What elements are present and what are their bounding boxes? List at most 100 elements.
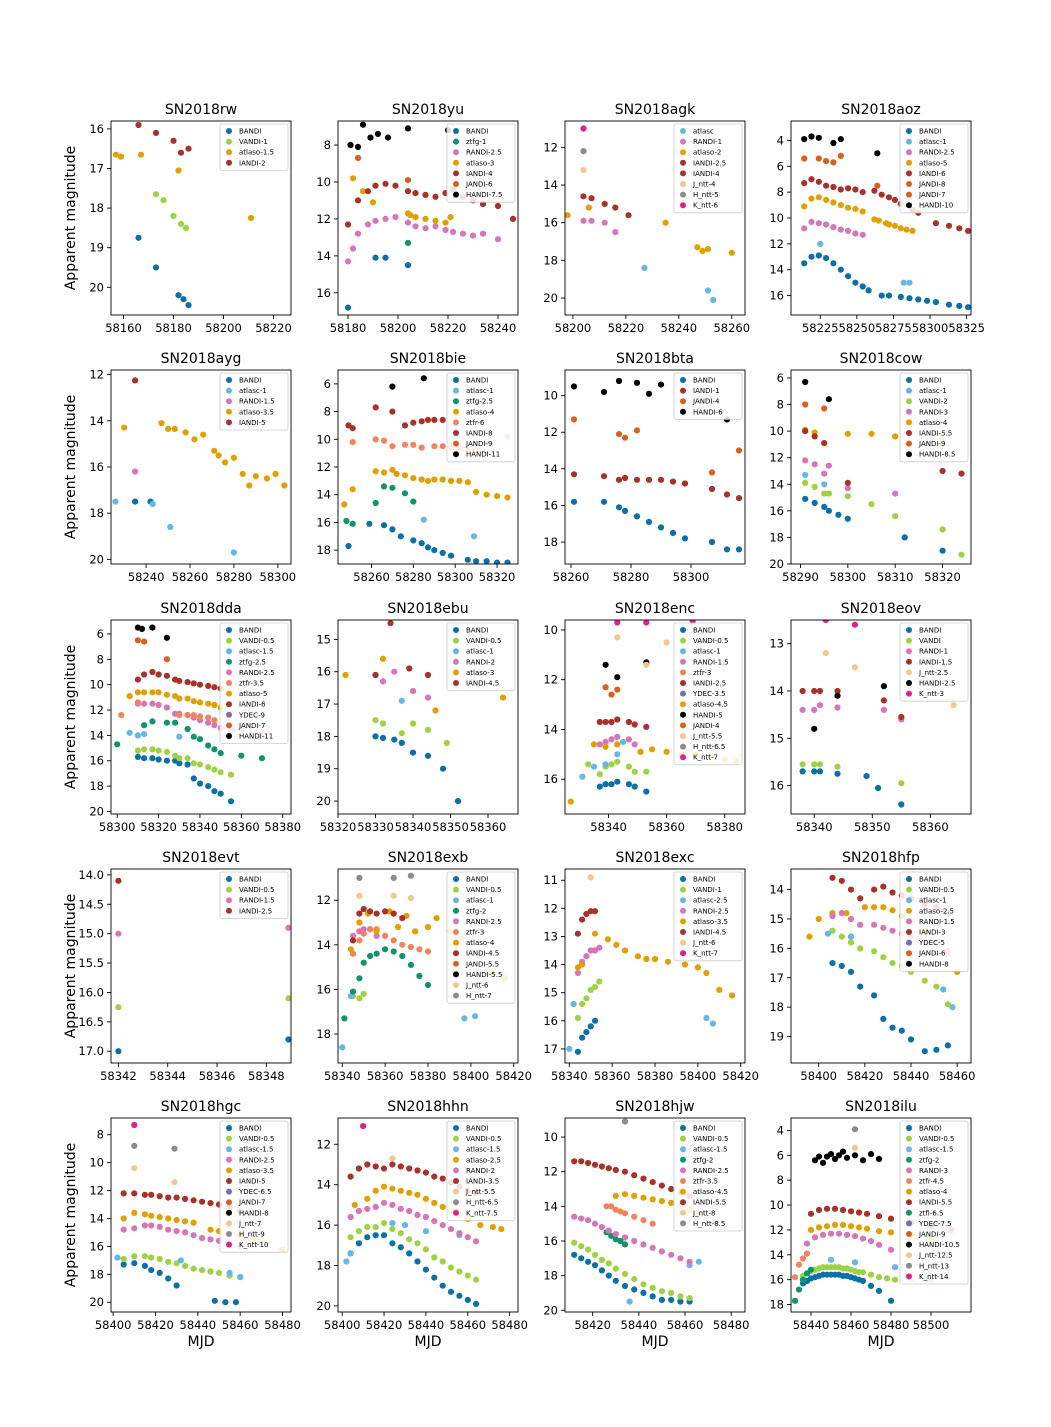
legend-entry: HANDI-2.5: [919, 680, 955, 688]
point-vandi-0.5: [389, 1226, 396, 1233]
point-randi-1.5: [285, 924, 291, 931]
point-iandi-6: [808, 176, 815, 183]
point-bandi: [232, 1299, 239, 1306]
legend-marker: [453, 181, 459, 187]
point-bandi: [141, 1262, 148, 1269]
point-iandi-5.5: [658, 1182, 666, 1189]
legend-entry: VANDI-0.5: [693, 1135, 728, 1143]
point-randi-2: [414, 1211, 421, 1219]
point-vandi-0.5: [443, 739, 450, 747]
legend-entry: atlasc-1: [466, 897, 494, 905]
point-ztfr-3: [382, 932, 389, 940]
point-atlaso-3.5: [246, 482, 253, 489]
legend-marker: [453, 1178, 459, 1184]
point-atlasc: [710, 296, 717, 303]
legend-entry: atlaso-4.5: [693, 701, 728, 709]
point-atlaso-2.5: [372, 1187, 379, 1194]
legend-marker: [680, 754, 686, 761]
point-bandi: [821, 503, 828, 510]
point-iandi-6: [845, 185, 852, 192]
legend-marker: [680, 398, 686, 405]
point-iandi-3.5: [347, 1173, 354, 1180]
x-tick-label: 58400: [95, 1318, 132, 1332]
point-iandi-1.5: [816, 687, 824, 695]
point-iandi-2.5: [580, 193, 587, 200]
point-atlaso-4: [504, 494, 511, 501]
point-bandi: [965, 304, 971, 311]
point-bandi: [152, 264, 160, 271]
point-bandi: [614, 778, 621, 785]
point-vandi-0.5: [578, 1243, 585, 1250]
point-randi-3: [819, 1231, 827, 1238]
legend-entry: VANDI-0.5: [693, 637, 728, 645]
point-iandi-5.5: [598, 1163, 606, 1170]
point-randi-1: [601, 219, 608, 226]
point-bandi: [837, 266, 844, 273]
y-tick-label: 18: [769, 1000, 784, 1014]
point-iandi-2.5: [608, 718, 615, 726]
point-atlaso-3.5: [171, 425, 178, 432]
point-bandi: [906, 295, 913, 302]
legend-entry: BANDI: [919, 627, 941, 635]
point-iandi-2: [135, 121, 142, 129]
point-iandi-1: [723, 491, 731, 498]
data-points: [342, 620, 507, 805]
point-atlaso-2: [585, 204, 592, 211]
y-axis-label: Apparent magnitude: [63, 146, 79, 291]
point-atlaso-2.5: [815, 915, 822, 923]
point-iandi-1.5: [799, 687, 806, 695]
point-atlasc-2.5: [709, 1020, 717, 1027]
legend-marker: [226, 1135, 232, 1142]
y-tick-label: 16: [89, 1239, 104, 1253]
point-bandi: [875, 1287, 883, 1294]
point-ztfr-6: [439, 443, 446, 450]
point-j_ntt-6: [407, 894, 414, 902]
point-vandi-0.5: [889, 960, 896, 967]
legend: BANDIVANDI-0.5atlasc-1ztfg-2RANDI-2.5ztf…: [446, 871, 516, 1004]
point-vandi-0.5: [649, 1284, 656, 1291]
point-atlasc-1.5: [851, 1259, 859, 1266]
legend-entry: BANDI: [693, 377, 715, 385]
legend-entry: HANDI-6: [693, 408, 723, 416]
point-ztfr-3: [356, 937, 363, 944]
point-ztfg-2: [795, 1286, 803, 1293]
point-vandi-1: [579, 1000, 586, 1008]
point-randi-2.5: [596, 944, 603, 951]
legend-box: [899, 372, 969, 463]
y-tick-label: 10: [543, 1130, 558, 1144]
legend-marker: [680, 929, 686, 935]
point-randi-2.5: [141, 1222, 148, 1229]
point-bandi: [211, 1297, 218, 1304]
panel-title: SN2018hfp: [842, 850, 920, 866]
legend-marker: [226, 701, 232, 708]
point-atlaso-3.5: [211, 447, 218, 454]
point-handi-7.5: [384, 134, 392, 141]
y-tick-label: 14.0: [78, 868, 104, 882]
y-tick-label: 12: [543, 1165, 558, 1179]
point-vandi-0.5: [621, 1270, 629, 1277]
point-iandi-5: [132, 377, 139, 384]
data-points: [115, 877, 291, 1055]
point-ztfg-2: [407, 961, 414, 969]
point-atlaso-5: [141, 689, 148, 696]
legend-marker: [906, 159, 912, 166]
point-atlaso-4: [815, 1224, 823, 1231]
point-atlasc-1.5: [401, 1222, 409, 1229]
legend-entry: BANDI: [466, 128, 488, 136]
point-handi-10.5: [815, 1153, 823, 1160]
y-tick-label: 14: [769, 477, 784, 491]
point-iandi-5: [173, 1194, 180, 1201]
legend-marker: [680, 1125, 686, 1131]
legend-marker: [906, 1178, 912, 1184]
point-vandi-0.5: [591, 1251, 599, 1258]
legend-entry: IANDI-3: [919, 929, 946, 937]
point-randi-2.5: [612, 1231, 619, 1238]
point-jandi-8: [837, 152, 844, 159]
legend-entry: atlaso-3.5: [239, 408, 274, 416]
point-randi-1.5: [132, 468, 139, 475]
point-handi-7.5: [354, 143, 362, 150]
point-randi-2.5: [668, 1251, 675, 1258]
